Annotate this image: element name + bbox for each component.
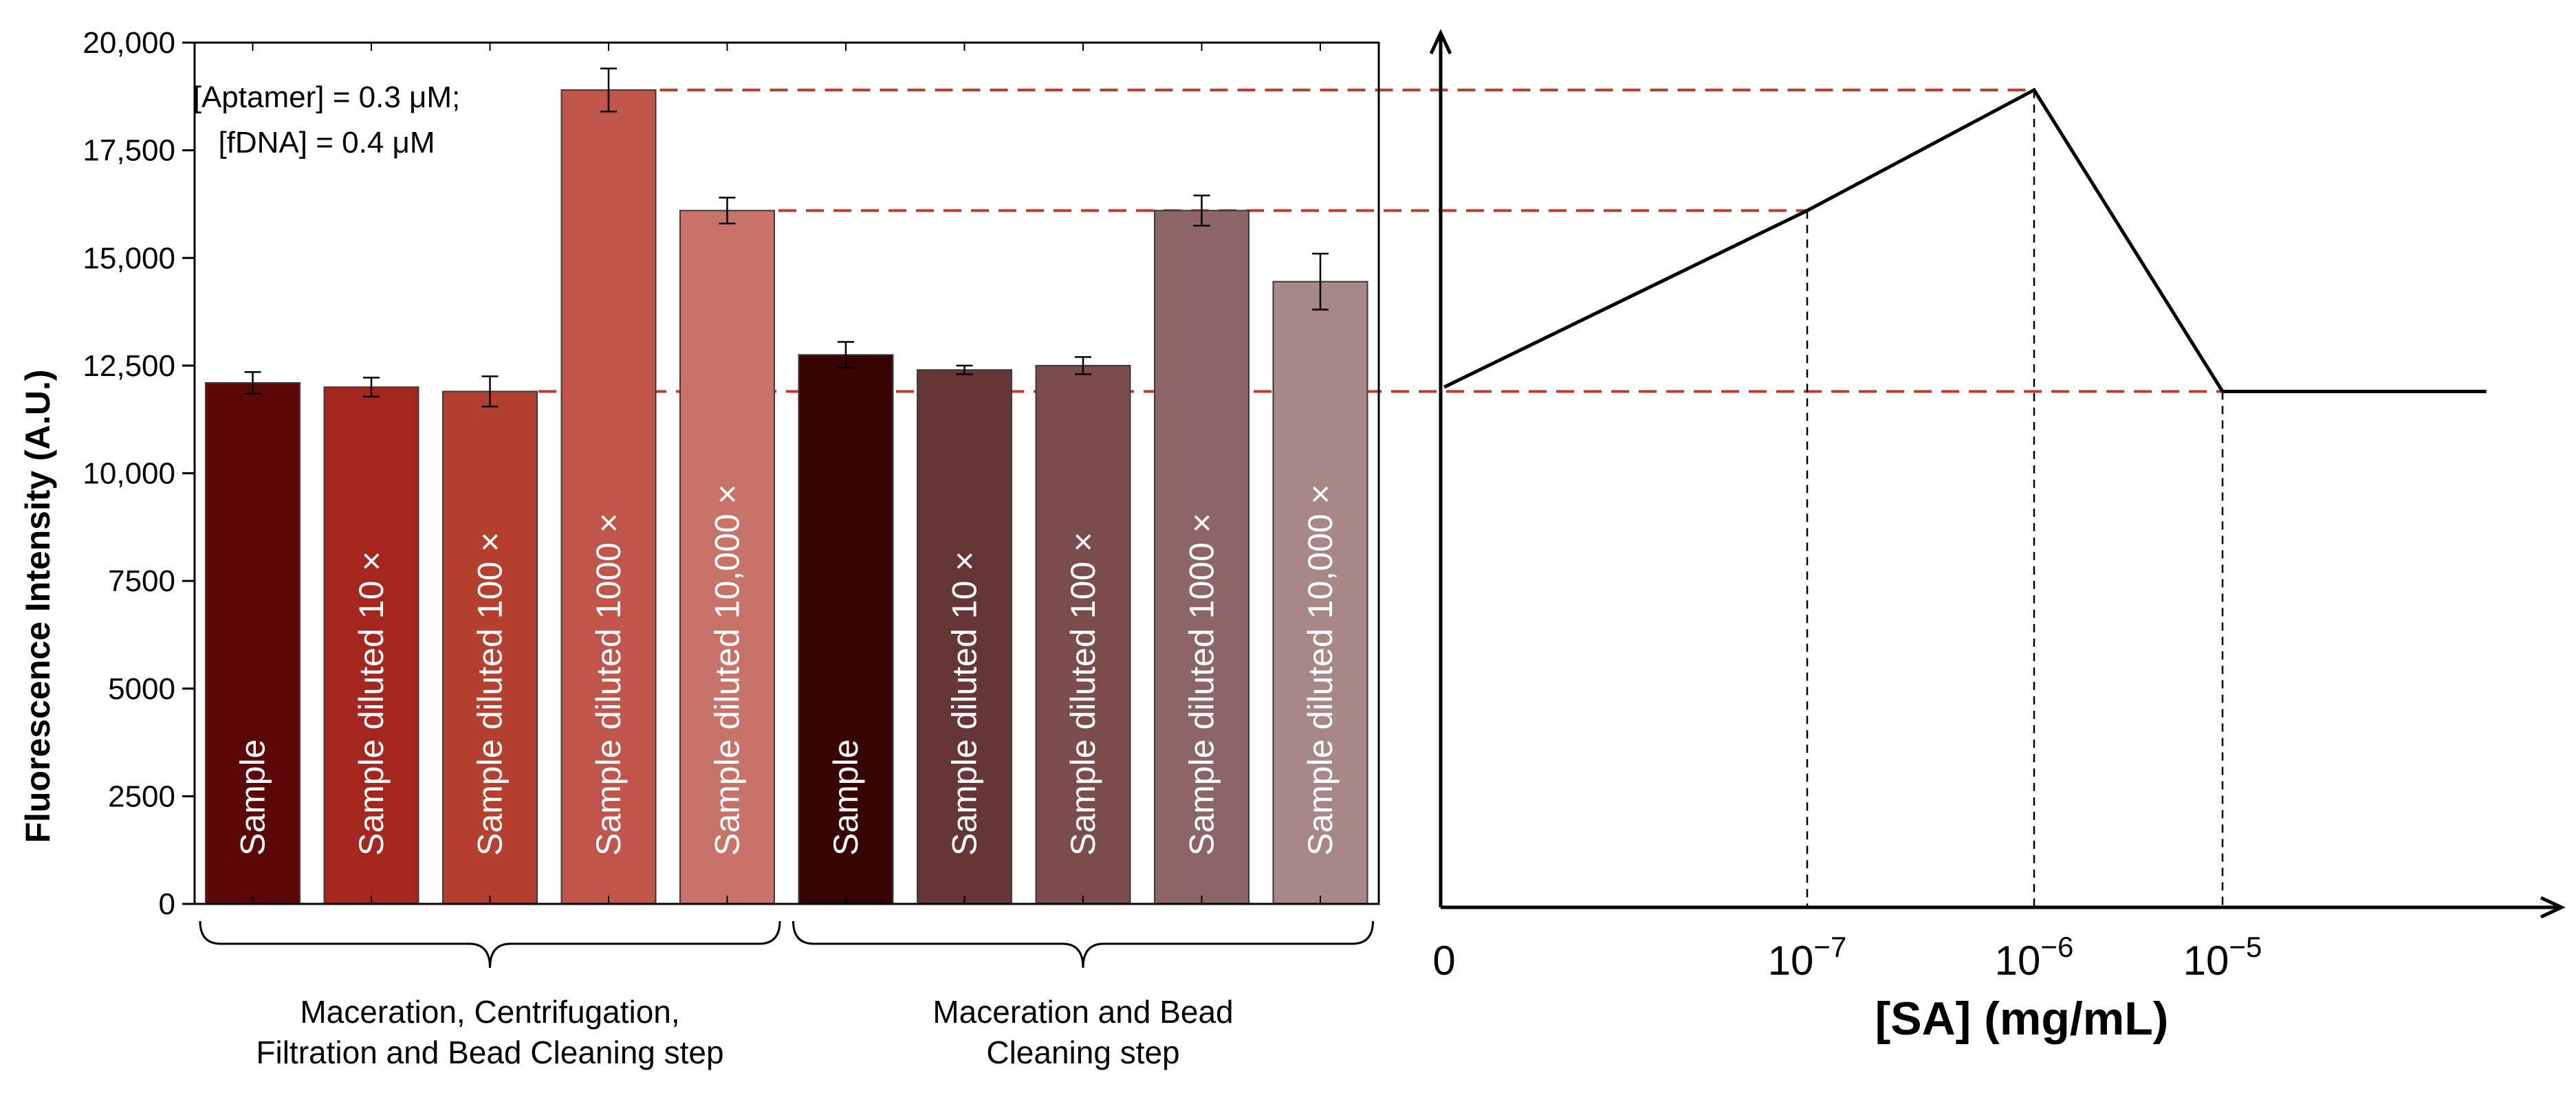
bar-label: Sample diluted 10 × <box>352 551 391 856</box>
x-tick-label: 10−6 <box>1995 931 2074 984</box>
y-tick-label: 17,500 <box>83 134 175 168</box>
bar-label: Sample diluted 1000 × <box>589 513 628 856</box>
y-tick-label: 10,000 <box>83 457 175 491</box>
guide-lines <box>1806 89 2224 907</box>
y-axis: 0 2500 5000 7500 10,000 12,500 15,000 17,500 20,… <box>83 26 1380 921</box>
reference-lines <box>538 88 2223 393</box>
y-tick-label: 15,000 <box>83 241 175 275</box>
bar-label: Sample diluted 1000 × <box>1183 513 1221 856</box>
bar <box>560 89 657 905</box>
x-axis-arrow <box>2540 896 2566 919</box>
bar-label: Sample <box>827 739 865 856</box>
bar <box>917 369 1012 905</box>
bar <box>1272 280 1368 905</box>
group-brackets: Maceration, Centrifugation, Filtration an… <box>199 920 1374 1070</box>
bar <box>442 390 538 905</box>
series-line <box>1443 87 2487 393</box>
x-tick-label: 10−5 <box>2183 931 2262 984</box>
bar-label: Sample diluted 10,000 × <box>1301 484 1340 856</box>
y-tick-label: 20,000 <box>83 26 175 60</box>
y-tick-label: 2500 <box>108 779 175 813</box>
y-tick-label: 5000 <box>108 672 175 706</box>
bar-label: Sample diluted 10 × <box>946 551 984 856</box>
bar-label: Sample diluted 100 × <box>471 532 510 856</box>
x-tick-label: 0 <box>1432 938 1455 984</box>
y-axis-arrow <box>1429 29 1452 55</box>
group-label: Maceration, Centrifugation, <box>300 994 679 1030</box>
bar <box>323 386 419 905</box>
bar <box>679 210 775 905</box>
bar-label: Sample <box>234 739 272 856</box>
group-label: Maceration and Bead <box>932 994 1233 1030</box>
bar <box>1154 210 1249 905</box>
group-label: Cleaning step <box>986 1035 1179 1070</box>
line-chart-axes <box>1429 29 2566 919</box>
y-axis-title: Fluorescence Intensity (A.U.) <box>19 369 57 843</box>
y-tick-label: 12,500 <box>83 349 175 383</box>
x-tick-labels: 0 10−7 10−6 10−5 <box>1432 931 2262 984</box>
bar <box>205 381 301 905</box>
bar <box>798 354 894 905</box>
line-chart: 0 10−7 10−6 10−5 [SA] (mg/mL) <box>1429 29 2566 1045</box>
x-tick-label: 10−7 <box>1768 931 1847 984</box>
group-bracket <box>199 920 781 969</box>
x-axis-title: [SA] (mg/mL) <box>1875 993 2169 1045</box>
bar-chart: Sample Sample diluted 10 × Sample diluted … <box>19 26 1380 1070</box>
bar <box>1035 364 1131 905</box>
annotation-line-1: [Aptamer] = 0.3 μM; <box>193 80 461 114</box>
group-label: Filtration and Bead Cleaning step <box>256 1035 723 1070</box>
group-bracket <box>792 920 1374 969</box>
bars: Sample Sample diluted 10 × Sample diluted … <box>205 43 1368 905</box>
bar-label: Sample diluted 100 × <box>1064 532 1102 856</box>
annotation-line-2: [fDNA] = 0.4 μM <box>218 126 435 159</box>
y-tick-label: 7500 <box>108 564 175 598</box>
y-tick-label: 0 <box>159 887 175 921</box>
bar-label: Sample diluted 10,000 × <box>708 484 747 856</box>
